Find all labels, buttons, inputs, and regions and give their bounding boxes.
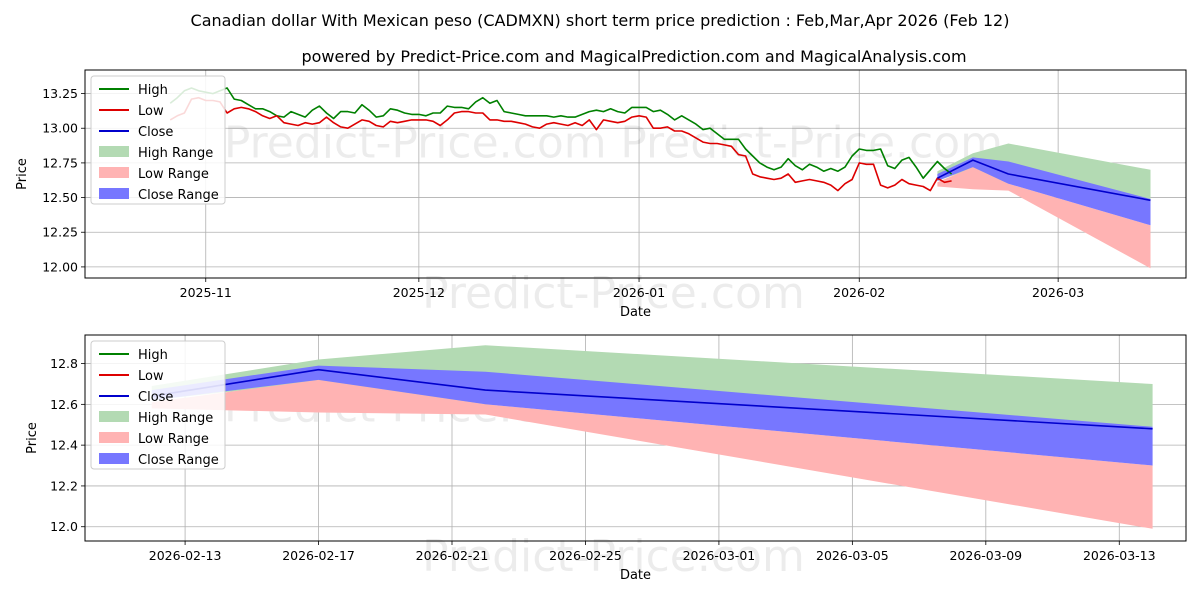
watermark: Predict-Price.com <box>224 117 607 168</box>
y-tick-label: 12.75 <box>42 155 78 170</box>
legend-label: High Range <box>138 146 213 161</box>
overview-panel: 2025-11 2025-12 2026-01 2026-02 2026-03 12.00… <box>15 69 1187 320</box>
y-axis-label: Price <box>15 158 30 190</box>
legend-patch-swatch <box>99 411 129 422</box>
axes-frame <box>84 334 1187 542</box>
low-series-line <box>169 96 952 192</box>
chart-subtitle: powered by Predict-Price.com and Magical… <box>301 47 966 66</box>
y-tick-label: 12.0 <box>50 519 78 534</box>
legend-patch-swatch <box>99 188 129 199</box>
legend-label: Low Range <box>138 432 209 447</box>
legend-patch-swatch <box>99 167 129 178</box>
x-tick-label: 2025-12 <box>393 285 445 300</box>
legend-label: High Range <box>138 411 213 426</box>
x-tick-label: 2026-03-05 <box>816 548 889 563</box>
x-axis-label: Date <box>620 568 651 583</box>
y-tick-label: 12.00 <box>42 259 78 274</box>
x-tick-label: 2026-02-13 <box>149 548 222 563</box>
watermark: Predict-Price.com <box>422 531 805 582</box>
legend-label: High <box>138 83 168 98</box>
y-tick-label: 12.8 <box>50 356 78 371</box>
x-tick-label: 2026-02 <box>833 285 885 300</box>
y-tick-label: 12.6 <box>50 397 78 412</box>
legend-label: Close <box>138 390 173 405</box>
low-range-band <box>151 379 1153 529</box>
y-tick-label: 13.00 <box>42 121 78 136</box>
y-tick-label: 13.25 <box>42 86 78 101</box>
forecast-detail-panel: 2026-02-13 2026-02-17 2026-02-21 2026-02-25… <box>25 334 1187 583</box>
x-tick-label: 2025-11 <box>180 285 232 300</box>
x-tick-label: 2026-02-25 <box>549 548 622 563</box>
legend-label: Low <box>138 369 164 384</box>
x-tick-label: 2026-02-21 <box>416 548 489 563</box>
y-tick-label: 12.25 <box>42 225 78 240</box>
x-tick-label: 2026-03-01 <box>683 548 756 563</box>
legend-label: Close <box>138 125 173 140</box>
high-series-line <box>169 87 953 179</box>
legend-label: Low Range <box>138 167 209 182</box>
y-tick-label: 12.50 <box>42 190 78 205</box>
close-forecast-line <box>151 368 1153 430</box>
close-range-band <box>151 365 1153 466</box>
legend-label: Close Range <box>138 453 219 468</box>
y-axis-label: Price <box>25 422 40 454</box>
close-forecast-line <box>937 159 1151 202</box>
axes-frame <box>84 69 1187 279</box>
x-tick-label: 2026-02-17 <box>282 548 355 563</box>
y-tick-label: 12.4 <box>50 438 78 453</box>
legend: High Low Close High Range Low Range Close Ran… <box>90 75 226 205</box>
x-tick-label: 2026-03-13 <box>1083 548 1156 563</box>
legend-patch-swatch <box>99 432 129 443</box>
chart-title: Canadian dollar With Mexican peso (CADMX… <box>191 11 1010 30</box>
y-tick-label: 12.2 <box>50 478 78 493</box>
low-range-band <box>937 167 1151 269</box>
plot-area <box>151 345 1153 529</box>
legend: High Low Close High Range Low Range Close Ran… <box>90 340 226 470</box>
x-tick-label: 2026-01 <box>613 285 665 300</box>
legend-patch-swatch <box>99 453 129 464</box>
legend-label: High <box>138 348 168 363</box>
legend-patch-swatch <box>99 146 129 157</box>
watermark: Predict-Price.com <box>620 117 1003 168</box>
x-tick-label: 2026-03 <box>1032 285 1084 300</box>
legend-label: Close Range <box>138 188 219 203</box>
legend-label: Low <box>138 104 164 119</box>
x-axis-label: Date <box>620 305 651 320</box>
close-range-band <box>937 157 1151 226</box>
x-tick-label: 2026-03-09 <box>949 548 1022 563</box>
watermark: Predict-Price.com <box>422 268 805 319</box>
plot-area <box>169 87 1151 269</box>
